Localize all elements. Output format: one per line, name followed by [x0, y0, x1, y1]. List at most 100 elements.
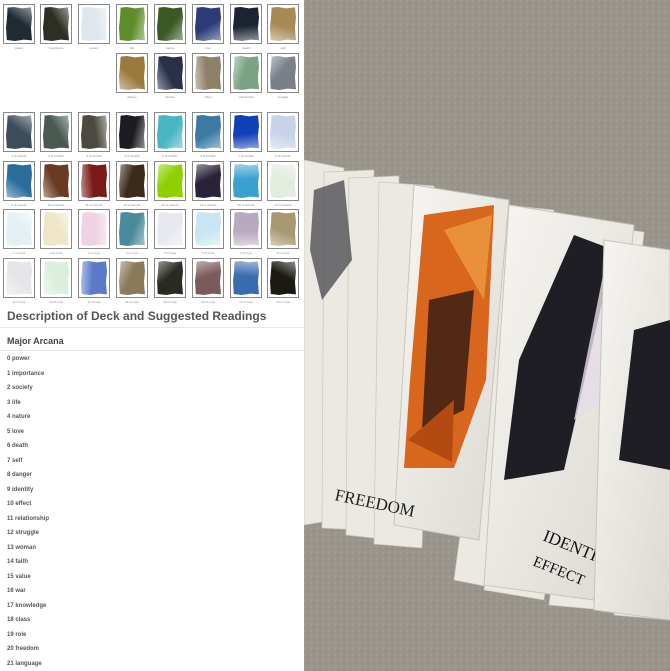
card-art	[157, 212, 183, 246]
card-thumbnail[interactable]	[230, 209, 262, 249]
card-art	[157, 261, 183, 295]
thumbnail-caption: nature	[165, 46, 175, 50]
arcana-item: 0 power	[7, 356, 30, 362]
thumbnail-caption: 5 of cups	[163, 251, 177, 255]
card-art	[81, 115, 107, 149]
card-thumbnail[interactable]	[230, 161, 262, 201]
card-art	[233, 164, 259, 198]
card-art	[6, 164, 32, 198]
card-art	[43, 7, 69, 41]
card-art	[233, 115, 259, 149]
card-thumbnail[interactable]	[78, 258, 110, 298]
card-thumbnail[interactable]	[154, 161, 186, 201]
card-art	[195, 261, 221, 295]
card-art	[233, 7, 259, 41]
card-thumbnail[interactable]	[3, 209, 35, 249]
card-art	[157, 56, 183, 90]
arcana-item: 15 value	[7, 573, 31, 580]
card-thumbnail[interactable]	[116, 209, 148, 249]
card-thumbnail[interactable]	[116, 161, 148, 201]
card-thumbnail[interactable]	[267, 209, 299, 249]
card-thumbnail[interactable]	[267, 258, 299, 298]
card-art	[195, 212, 221, 246]
thumbnail-caption: 10 of cups	[49, 300, 63, 304]
thumbnail-caption: 6 of swords	[200, 154, 216, 158]
thumbnail-caption: 12 of cups	[125, 300, 139, 304]
thumbnail-caption: 1 of swords	[11, 154, 27, 158]
card-thumbnail[interactable]	[40, 161, 72, 201]
card-thumbnail[interactable]	[192, 161, 224, 201]
card-thumbnail[interactable]	[192, 209, 224, 249]
card-thumbnail[interactable]	[154, 258, 186, 298]
right-card	[593, 239, 670, 621]
thumbnail-caption: 16 of cups	[276, 300, 290, 304]
arcana-item: 16 war	[7, 588, 26, 594]
card-thumbnail[interactable]	[154, 53, 186, 93]
card-thumbnail[interactable]	[78, 4, 110, 44]
thumbnail-caption: 14 of cups	[201, 300, 215, 304]
thumbnail-caption: 13 of swords	[161, 203, 179, 207]
thumbnail-caption: 12 of swords	[123, 203, 141, 207]
card-thumbnail[interactable]	[116, 4, 148, 44]
arcana-item: 12 struggle	[7, 530, 40, 536]
card-thumbnail[interactable]	[78, 112, 110, 152]
card-art	[119, 212, 145, 246]
card-art	[233, 261, 259, 295]
card-thumbnail[interactable]	[40, 258, 72, 298]
card-thumbnail[interactable]	[230, 4, 262, 44]
card-thumbnail[interactable]	[40, 209, 72, 249]
card-thumbnail[interactable]	[267, 53, 299, 93]
thumbnail-caption: 4 of swords	[124, 154, 140, 158]
card-art	[43, 212, 69, 246]
card-thumbnail[interactable]	[267, 4, 299, 44]
card-art	[119, 164, 145, 198]
arcana-item: 17 knowledge	[7, 602, 47, 609]
card-thumbnail[interactable]	[192, 258, 224, 298]
card-thumbnail[interactable]	[154, 209, 186, 249]
card-thumbnail[interactable]	[78, 161, 110, 201]
thumbnail-caption: 1 of cups	[12, 251, 26, 255]
card-thumbnail[interactable]	[40, 4, 72, 44]
card-art	[43, 261, 69, 295]
thumbnail-caption: 7 of cups	[239, 251, 253, 255]
card-thumbnail[interactable]	[3, 161, 35, 201]
thumbnail-caption: self	[280, 46, 286, 50]
card-art	[6, 7, 32, 41]
card-thumbnail[interactable]	[267, 161, 299, 201]
card-thumbnail[interactable]	[192, 4, 224, 44]
thumbnail-caption: relationship	[238, 95, 254, 99]
card-thumbnail[interactable]	[116, 53, 148, 93]
card-art	[157, 164, 183, 198]
thumbnail-caption: 2 of swords	[48, 154, 64, 158]
arcana-item: 14 faith	[7, 559, 29, 565]
card-thumbnail[interactable]	[40, 112, 72, 152]
thumbnail-caption: 7 of swords	[238, 154, 254, 158]
card-thumbnail[interactable]	[230, 112, 262, 152]
card-thumbnail[interactable]	[267, 112, 299, 152]
card-thumbnail[interactable]	[192, 53, 224, 93]
card-thumbnail[interactable]	[154, 112, 186, 152]
thumbnail-caption: 4 of cups	[125, 251, 139, 255]
card-thumbnail[interactable]	[3, 112, 35, 152]
card-thumbnail[interactable]	[3, 258, 35, 298]
arcana-item: 1 importance	[7, 370, 45, 377]
card-art	[81, 164, 107, 198]
card-thumbnail[interactable]	[230, 53, 262, 93]
thumbnail-caption: importance	[48, 46, 64, 50]
thumbnail-caption: 8 of swords	[275, 154, 291, 158]
card-thumbnail[interactable]	[116, 112, 148, 152]
arcana-item: 11 relationship	[7, 515, 50, 522]
thumbnail-caption: 3 of swords	[86, 154, 102, 158]
card-thumbnail[interactable]	[230, 258, 262, 298]
card-thumbnail[interactable]	[3, 4, 35, 44]
card-art	[6, 212, 32, 246]
card-art	[119, 7, 145, 41]
arcana-item: 7 self	[7, 457, 23, 464]
card-thumbnail[interactable]	[192, 112, 224, 152]
card-thumbnail[interactable]	[78, 209, 110, 249]
card-art	[195, 115, 221, 149]
arcana-item: 10 effect	[7, 501, 32, 507]
card-thumbnail[interactable]	[116, 258, 148, 298]
thumbnail-caption: 3 of cups	[87, 251, 101, 255]
card-thumbnail[interactable]	[154, 4, 186, 44]
